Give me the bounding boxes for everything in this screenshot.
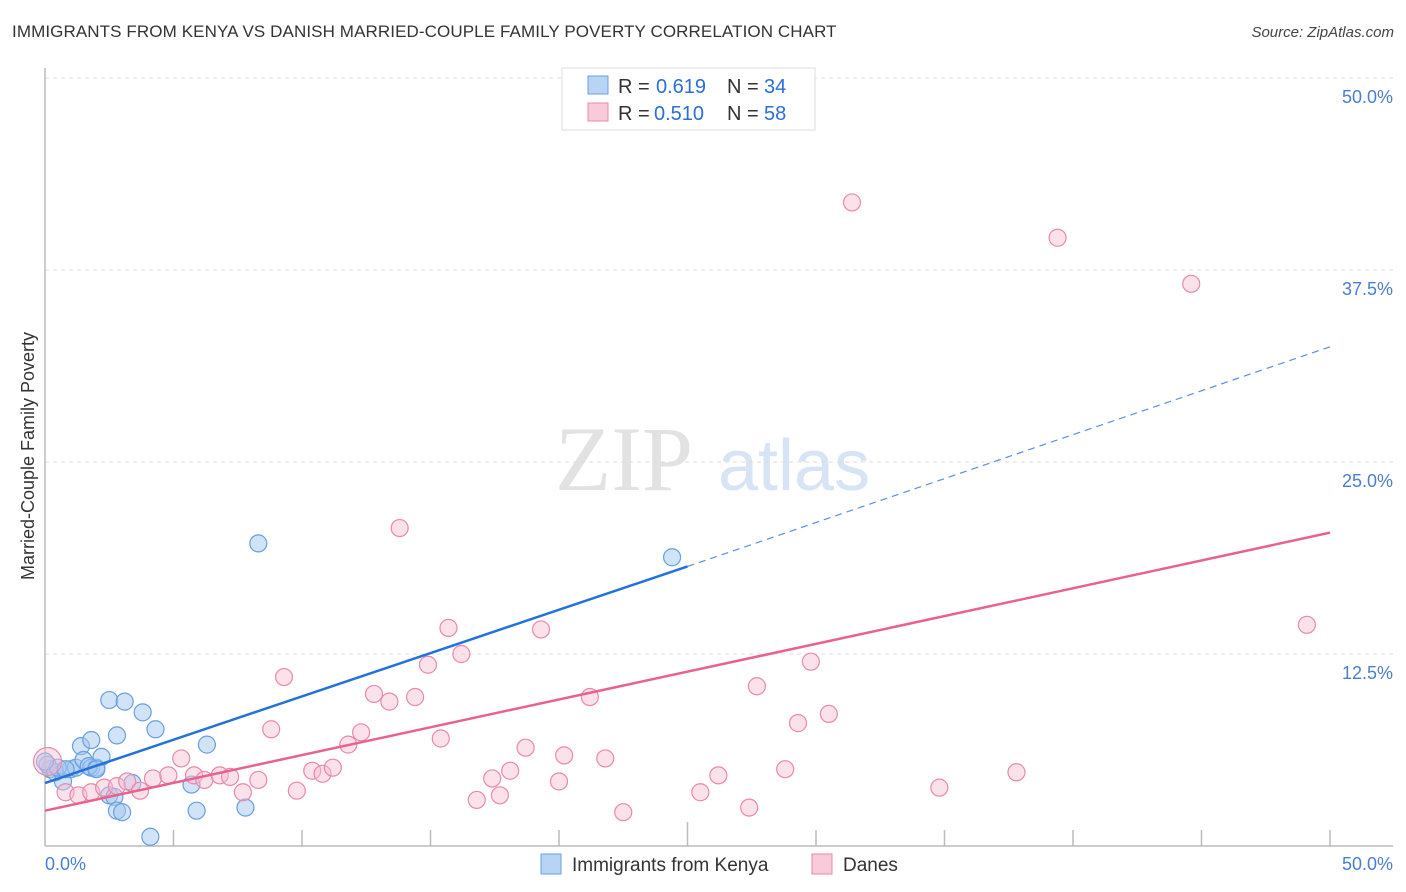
y-tick-label: 37.5% bbox=[1342, 279, 1393, 299]
danes-point bbox=[531, 620, 551, 639]
danes-point bbox=[352, 723, 371, 742]
danes-point bbox=[118, 772, 137, 791]
danes-point bbox=[788, 714, 808, 733]
danes-point bbox=[452, 644, 471, 664]
danes-point bbox=[390, 518, 409, 538]
danes-point bbox=[614, 803, 633, 822]
danes-point bbox=[747, 677, 766, 696]
danes-point bbox=[1297, 615, 1316, 634]
danes-point bbox=[274, 667, 294, 687]
legend-swatch-kenya bbox=[587, 75, 609, 95]
kenya-point bbox=[133, 703, 152, 722]
y-axis-label: Married-Couple Family Poverty bbox=[18, 332, 38, 580]
danes-point bbox=[418, 655, 438, 674]
danes-point bbox=[262, 720, 281, 739]
danes-point bbox=[1048, 228, 1067, 247]
danes-point bbox=[501, 761, 520, 780]
kenya-point bbox=[115, 692, 134, 711]
danes-point bbox=[439, 618, 458, 637]
danes-point bbox=[691, 783, 710, 802]
kenya-point bbox=[82, 730, 101, 750]
danes-point bbox=[380, 692, 399, 711]
source-label: Source: ZipAtlas.com bbox=[1251, 24, 1394, 41]
legend-swatch-kenya bbox=[540, 853, 562, 875]
danes-trend-line bbox=[44, 531, 1331, 812]
legend-n-value: 58 bbox=[764, 103, 786, 125]
x-tick-label-min: 0.0% bbox=[45, 854, 86, 874]
danes-point bbox=[431, 729, 450, 748]
legend-swatch-danes bbox=[811, 853, 833, 875]
danes-point bbox=[364, 684, 384, 704]
danes-point bbox=[516, 738, 535, 757]
danes-point bbox=[303, 761, 322, 780]
y-tick-label: 25.0% bbox=[1342, 471, 1393, 491]
danes-point bbox=[143, 769, 163, 788]
kenya-point bbox=[146, 720, 165, 739]
danes-point bbox=[249, 770, 268, 790]
x-tick-label-max: 50.0% bbox=[1342, 854, 1393, 874]
kenya-point bbox=[197, 735, 217, 754]
legend-label-danes: Danes bbox=[843, 855, 898, 876]
legend-label-kenya: Immigrants from Kenya bbox=[572, 855, 769, 876]
kenya-point bbox=[187, 801, 206, 820]
kenya-point bbox=[236, 798, 255, 817]
kenya-trend-extension bbox=[687, 346, 1331, 568]
danes-point bbox=[233, 783, 252, 802]
legend-r-label: R = bbox=[618, 103, 650, 125]
danes-point bbox=[555, 746, 574, 765]
danes-point bbox=[801, 652, 820, 671]
danes-point bbox=[467, 790, 486, 810]
y-tick-label: 50.0% bbox=[1342, 87, 1393, 107]
danes-point bbox=[313, 764, 332, 783]
danes-point bbox=[709, 766, 728, 785]
danes-point bbox=[32, 746, 63, 777]
legend-n-label: N = bbox=[727, 103, 759, 125]
danes-point bbox=[1182, 274, 1201, 293]
kenya-point bbox=[107, 726, 127, 745]
danes-point bbox=[172, 749, 191, 768]
legend-r-label: R = bbox=[618, 76, 650, 98]
y-tick-label: 12.5% bbox=[1342, 663, 1393, 683]
series-legend: Immigrants from Kenya Danes bbox=[540, 853, 898, 876]
kenya-point bbox=[141, 827, 160, 846]
danes-point bbox=[842, 193, 862, 212]
danes-point bbox=[483, 769, 502, 788]
kenya-point bbox=[249, 534, 268, 553]
kenya-point bbox=[662, 548, 682, 567]
danes-point bbox=[287, 781, 306, 800]
danes-point bbox=[405, 687, 425, 707]
legend-swatch-danes bbox=[587, 102, 609, 122]
legend-r-value: 0.510 bbox=[654, 103, 704, 125]
danes-point bbox=[596, 749, 615, 768]
legend-n-value: 34 bbox=[764, 76, 786, 98]
legend-r-value: 0.619 bbox=[656, 76, 706, 98]
danes-point bbox=[1007, 763, 1026, 782]
danes-point bbox=[776, 760, 795, 779]
kenya-trend-line bbox=[44, 565, 688, 785]
danes-point bbox=[490, 786, 509, 805]
chart-title: IMMIGRANTS FROM KENYA VS DANISH MARRIED-… bbox=[12, 22, 837, 41]
legend-n-label: N = bbox=[727, 76, 759, 98]
kenya-point bbox=[100, 690, 119, 710]
danes-point bbox=[740, 798, 759, 817]
watermark-atlas: atlas bbox=[718, 426, 870, 506]
watermark-zip: ZIP bbox=[555, 408, 693, 510]
correlation-legend: R = 0.619 N = 34 R = 0.510 N = 58 bbox=[561, 67, 816, 131]
kenya-point bbox=[35, 752, 55, 771]
kenya-point bbox=[112, 803, 132, 822]
danes-point bbox=[549, 772, 569, 791]
danes-point bbox=[930, 778, 949, 797]
danes-point bbox=[159, 766, 178, 785]
danes-point bbox=[323, 758, 342, 777]
danes-point bbox=[819, 704, 838, 724]
